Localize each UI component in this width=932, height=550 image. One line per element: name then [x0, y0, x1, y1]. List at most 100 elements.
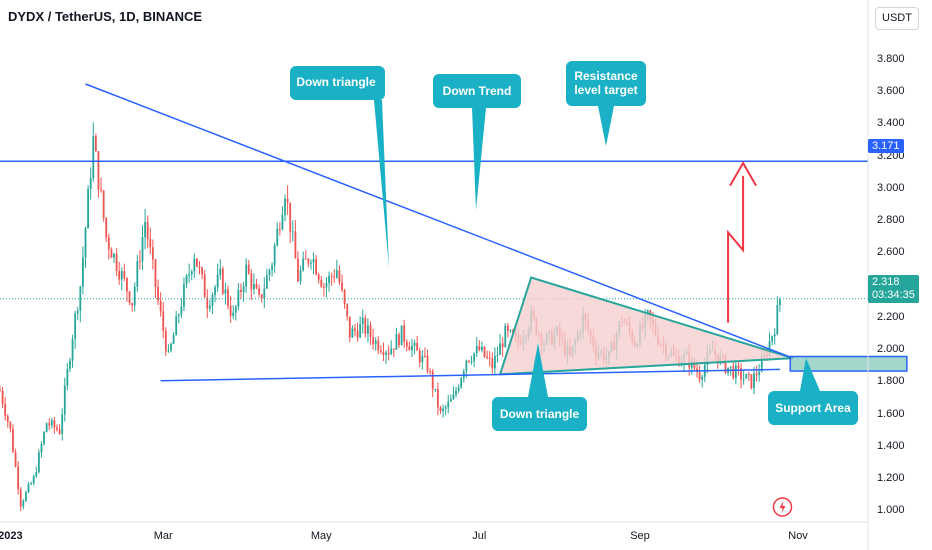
callout-resistance-bg	[566, 61, 646, 146]
current-price-value: 2.318	[872, 276, 900, 288]
candle	[216, 263, 219, 292]
candle	[291, 220, 294, 242]
candle-body	[364, 317, 367, 334]
candle-body	[447, 401, 450, 408]
candle	[56, 424, 58, 432]
candle-body	[413, 342, 416, 346]
candle	[771, 335, 774, 346]
candle-body	[123, 271, 126, 279]
price-tick-label: 3.600	[877, 85, 905, 98]
candle-body	[418, 350, 421, 363]
candle	[136, 254, 139, 292]
candle-body	[258, 288, 261, 295]
callout-tail	[598, 106, 614, 146]
candle	[338, 265, 341, 286]
candle-body	[742, 378, 745, 380]
projection-arrow-head	[729, 161, 757, 187]
candle-body	[61, 414, 64, 434]
candlestick-series	[0, 122, 781, 512]
candle-body	[436, 388, 439, 408]
candle	[737, 360, 740, 376]
currency-button[interactable]: USDT	[875, 7, 919, 30]
candle	[273, 242, 276, 273]
candle	[297, 251, 299, 283]
candle	[110, 247, 113, 258]
candle	[149, 227, 152, 255]
candle	[416, 336, 419, 351]
candle	[361, 309, 364, 334]
candle-body	[403, 325, 406, 342]
candle	[727, 367, 729, 376]
candle-body	[333, 276, 336, 278]
candle	[84, 226, 87, 269]
candle-body	[734, 365, 737, 378]
candle	[310, 259, 312, 270]
candle	[452, 386, 455, 401]
candle	[276, 222, 279, 247]
candle-body	[30, 483, 32, 485]
candle	[66, 363, 69, 391]
candle	[439, 405, 442, 414]
candle	[4, 397, 7, 421]
candle-body	[398, 334, 400, 346]
candle-body	[94, 136, 97, 152]
candle	[53, 417, 56, 434]
candle	[240, 283, 242, 299]
candle-body	[343, 289, 346, 304]
candle-body	[411, 345, 413, 351]
candle-body	[214, 287, 216, 295]
candle	[348, 316, 351, 343]
candle	[144, 208, 146, 250]
candle-body	[724, 355, 727, 373]
candle-body	[488, 357, 491, 359]
candle	[421, 350, 424, 370]
candle-body	[234, 306, 237, 313]
candle-body	[115, 253, 118, 271]
candle	[501, 337, 504, 357]
price-tick-label: 3.000	[877, 181, 905, 194]
candle	[146, 215, 149, 249]
callout-tail	[528, 343, 548, 397]
candle-body	[455, 390, 457, 395]
price-tick-label: 1.000	[877, 504, 905, 517]
candle	[120, 267, 123, 291]
candle-body	[506, 325, 509, 331]
candle-body	[486, 356, 489, 358]
callout-box	[492, 397, 587, 431]
candle	[229, 295, 232, 323]
candle-body	[175, 316, 178, 336]
candle	[247, 259, 250, 275]
candle	[198, 260, 201, 275]
candle-body	[167, 350, 170, 352]
candle-body	[188, 274, 191, 276]
candle-body	[291, 231, 294, 233]
candle-body	[76, 310, 79, 314]
candle	[509, 329, 512, 333]
candle-body	[356, 330, 359, 338]
projection-arrow	[727, 175, 745, 323]
candle	[758, 364, 761, 382]
candle	[206, 289, 209, 319]
price-tick-label: 1.400	[877, 439, 905, 452]
candle-body	[162, 311, 165, 331]
candle	[45, 422, 48, 433]
candle	[0, 385, 1, 392]
candle-body	[89, 178, 92, 190]
candle	[61, 408, 64, 441]
countdown-timer: 03:34:35	[872, 289, 915, 301]
candle	[201, 266, 204, 280]
candle-body	[465, 360, 468, 372]
candle	[211, 292, 214, 315]
candle	[317, 272, 320, 284]
candle-body	[771, 336, 774, 342]
candle-body	[385, 352, 387, 355]
candle-body	[221, 268, 224, 294]
candle	[102, 189, 105, 222]
callout-down-triangle-2: Down triangle	[499, 407, 580, 421]
resistance-line-2: level target	[574, 83, 638, 97]
candle-body	[128, 291, 131, 304]
candle-body	[312, 259, 315, 263]
candle-body	[131, 303, 134, 306]
candle	[48, 418, 51, 431]
